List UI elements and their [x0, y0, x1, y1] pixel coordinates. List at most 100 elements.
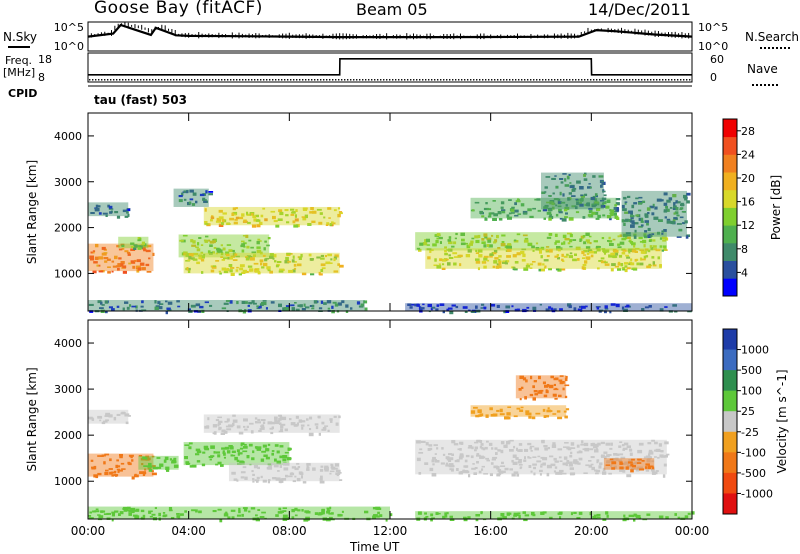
power-cell: [580, 194, 583, 196]
velocity-cell: [162, 515, 167, 518]
velocity-cell: [268, 479, 271, 482]
power-cell: [555, 204, 558, 207]
nave-series-point: [554, 79, 556, 81]
nave-series-point: [107, 79, 109, 81]
nave-series-point: [368, 79, 370, 81]
power-cell: [190, 304, 196, 308]
power-cell: [345, 304, 349, 308]
nave-series-point: [380, 79, 382, 81]
power-cell: [672, 219, 676, 222]
nave-series-point: [245, 79, 247, 81]
power-cell: [600, 199, 605, 202]
velocity-cell: [364, 510, 369, 514]
velocity-cell: [525, 410, 530, 413]
velocity-cell: [576, 444, 580, 448]
power-cell: [552, 192, 555, 195]
velocity-cell: [191, 464, 197, 468]
velocity-cell: [500, 513, 505, 517]
power-cell: [188, 201, 192, 205]
power-cell: [648, 233, 651, 237]
power-cell: [683, 194, 688, 199]
velocity-cell: [605, 511, 609, 515]
velocity-region-11: [415, 511, 692, 519]
power-cell: [546, 201, 550, 204]
velocity-cell: [544, 384, 548, 388]
velocity-cell: [477, 409, 482, 413]
nave-series-point: [485, 79, 487, 81]
power-cell: [508, 212, 512, 215]
velocity-cell: [654, 441, 658, 445]
velocity-cell: [536, 460, 542, 463]
nave-series-point: [479, 79, 481, 81]
velocity-cell: [131, 476, 135, 480]
power-cell: [582, 235, 586, 238]
velocity-cell: [320, 475, 323, 479]
power-cell: [514, 261, 519, 264]
velocity-cell: [620, 456, 626, 459]
power-cell: [244, 309, 247, 312]
power-cell: [130, 242, 135, 245]
power-cell: [451, 245, 455, 248]
power-cell: [569, 233, 573, 238]
power-cell: [216, 248, 222, 252]
velocity-cell: [496, 474, 501, 477]
power-cell: [410, 303, 416, 306]
power-cell: [97, 264, 101, 267]
power-cell: [508, 199, 512, 201]
power-cell: [647, 212, 650, 215]
velocity-cell: [645, 463, 650, 466]
nave-series-point: [560, 79, 562, 81]
power-cell: [324, 255, 327, 258]
power-cell: [318, 307, 323, 310]
power-cell: [478, 254, 483, 258]
velocity-cell: [559, 381, 564, 385]
power-cell: [328, 262, 333, 264]
velocity-cell: [562, 381, 565, 384]
power-cell: [680, 202, 684, 207]
velocity-cell: [265, 448, 269, 452]
velocity-cell: [532, 456, 537, 458]
velocity-cell: [634, 461, 639, 465]
velocity-colorbar-tick-label: 100: [741, 385, 762, 398]
power-cell: [567, 303, 572, 307]
velocity-cell: [215, 419, 220, 422]
velocity-cell: [558, 394, 562, 397]
velocity-cell: [651, 466, 655, 470]
power-cell: [137, 267, 142, 271]
velocity-cell: [463, 465, 469, 468]
power-cell: [604, 249, 610, 253]
velocity-cell: [457, 448, 461, 451]
power-cell: [638, 217, 643, 221]
velocity-cell: [267, 466, 273, 470]
power-cell: [510, 212, 515, 214]
power-cell: [609, 218, 612, 221]
power-cell: [653, 248, 657, 250]
velocity-cell: [554, 466, 558, 469]
power-cell: [638, 209, 642, 212]
nave-series-point: [311, 79, 313, 81]
power-cell: [252, 215, 256, 219]
power-cell: [232, 259, 238, 261]
velocity-cell: [195, 509, 198, 513]
velocity-cell: [271, 463, 274, 466]
velocity-cell: [631, 458, 635, 461]
power-cell: [94, 256, 99, 260]
velocity-cell: [291, 466, 296, 469]
nave-series-point: [626, 79, 628, 81]
power-cell: [575, 246, 581, 250]
power-cell: [225, 251, 230, 255]
power-cell: [338, 207, 341, 210]
power-cell: [255, 214, 259, 218]
velocity-cell: [516, 407, 521, 410]
velocity-cell: [417, 440, 421, 443]
power-cell: [319, 212, 323, 215]
velocity-cell: [535, 412, 541, 415]
power-cell: [564, 238, 570, 240]
velocity-cell: [558, 471, 563, 475]
velocity-cell: [471, 446, 474, 450]
velocity-region-3: [203, 414, 340, 433]
velocity-cell: [224, 446, 230, 450]
power-cell: [612, 238, 616, 241]
power-cell: [186, 253, 190, 255]
power-cell: [448, 241, 453, 245]
